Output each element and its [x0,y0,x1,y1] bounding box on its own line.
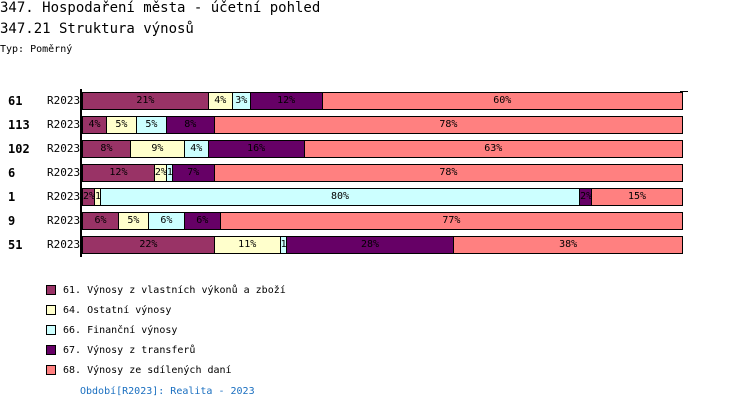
stacked-bar: 8% 9% 4% 16% 63% [82,140,683,158]
legend-label: 66. Finanční výnosy [63,324,178,336]
bar-segment: 8% [83,141,131,157]
bar-segment: 11% [214,237,281,253]
bar-segment: 4% [83,117,107,133]
row-period: R2023 [47,214,81,227]
bar-segment: 12% [83,165,155,181]
legend-item: 66. Finanční výnosy [46,320,286,340]
stacked-bar: 21% 4% 3% 12% 60% [82,92,683,110]
stacked-bar: 22%11%1%28%38% [82,236,683,254]
bar-segment: 78% [214,165,682,181]
bar-segment: 6% [83,213,119,229]
page-title: 347. Hospodaření města - účetní pohled [0,0,321,16]
bar-segment: 3% [232,93,251,109]
bar-segment: 63% [304,141,682,157]
legend-label: 61. Výnosy z vlastních výkonů a zboží [63,284,286,296]
bar-segment: 4% [208,93,233,109]
axis-tick [680,91,688,92]
legend-item: 64. Ostatní výnosy [46,300,286,320]
stacked-bar: 12%2%1%7%78% [82,164,683,182]
row-id: 113 [8,118,30,132]
bar-segment: 60% [322,93,682,109]
legend: 61. Výnosy z vlastních výkonů a zboží 64.… [46,280,286,380]
bar-segment: 22% [83,237,215,253]
bar-segment: 15% [592,189,682,205]
bar-segment: 1% [166,165,173,181]
legend-swatch [46,365,56,375]
row-period: R2023 [47,166,81,179]
bar-segment: 1% [94,189,101,205]
row-period: R2023 [47,190,81,203]
type-label: Typ: Poměrný [0,44,73,55]
row-id: 6 [8,166,16,180]
legend-swatch [46,325,56,335]
bar-segment: 2% [83,189,95,205]
row-period: R2023 [47,238,81,251]
bar-segment: 6% [148,213,185,229]
bar-segment: 16% [208,141,305,157]
legend-item: 61. Výnosy z vlastních výkonů a zboží [46,280,286,300]
row-period: R2023 [47,118,81,131]
bar-segment: 7% [172,165,215,181]
bar-segment: 12% [250,93,323,109]
bar-segment: 28% [286,237,455,253]
bar-segment: 5% [136,117,167,133]
row-id: 51 [8,238,23,252]
legend-swatch [46,345,56,355]
row-id: 9 [8,214,16,228]
row-id: 61 [8,94,23,108]
bar-segment: 77% [220,213,682,229]
bar-segment: 5% [118,213,149,229]
stacked-bar: 6% 5% 6% 6% 77% [82,212,683,230]
y-axis [80,89,82,257]
row-id: 1 [8,190,16,204]
bar-segment: 8% [166,117,215,133]
bar-segment: 9% [130,141,185,157]
bar-segment: 4% [184,141,209,157]
legend-item: 67. Výnosy z transferů [46,340,286,360]
bar-segment: 38% [454,237,682,253]
row-period: R2023 [47,94,81,107]
bar-segment: 2% [580,189,593,205]
legend-label: 64. Ostatní výnosy [63,304,172,316]
stacked-bar: 4% 5% 5% 8% 78% [82,116,683,134]
stacked-bar: 2%1%80%2%15% [82,188,683,206]
period-link[interactable]: Období[R2023]: Realita - 2023 [80,386,255,397]
bar-segment: 2% [154,165,167,181]
row-period: R2023 [47,142,81,155]
bar-segment: 80% [100,189,581,205]
bar-segment: 21% [83,93,209,109]
bar-segment: 6% [184,213,221,229]
bar-segment: 78% [214,117,682,133]
legend-swatch [46,285,56,295]
bar-segment: 5% [106,117,137,133]
row-id: 102 [8,142,30,156]
legend-label: 68. Výnosy ze sdílených daní [63,364,232,376]
legend-label: 67. Výnosy z transferů [63,344,196,356]
legend-swatch [46,305,56,315]
bar-segment: 1% [280,237,287,253]
chart-subtitle: 347.21 Struktura výnosů [0,21,194,37]
legend-item: 68. Výnosy ze sdílených daní [46,360,286,380]
